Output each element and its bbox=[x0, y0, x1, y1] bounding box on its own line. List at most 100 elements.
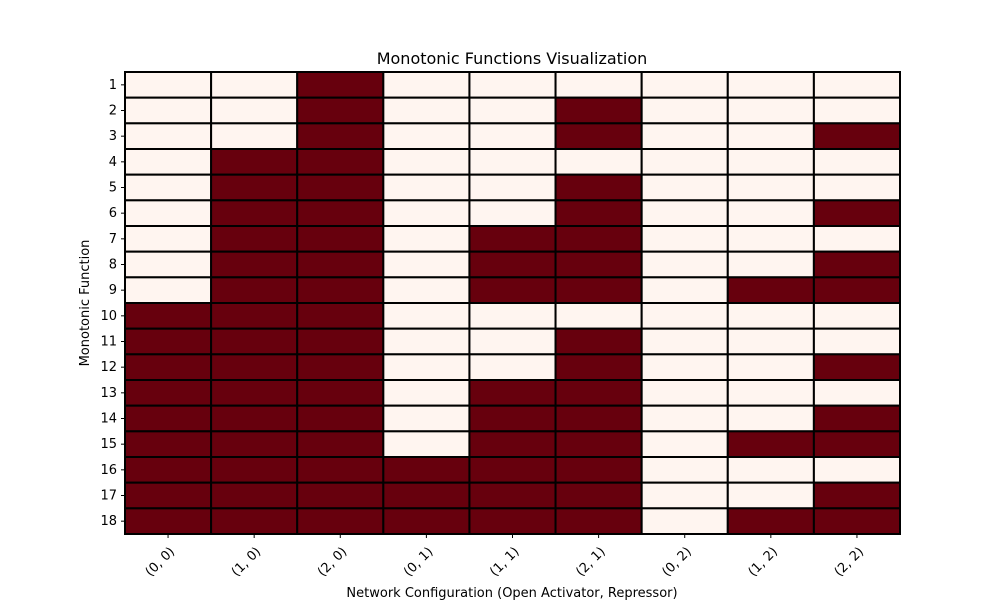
heatmap-cell bbox=[296, 96, 385, 125]
y-tick-label: 1 bbox=[109, 78, 117, 93]
heatmap-cell bbox=[640, 456, 729, 484]
heatmap-cell bbox=[812, 173, 902, 202]
heatmap-cell bbox=[296, 327, 385, 356]
heatmap-cell bbox=[382, 430, 471, 459]
heatmap-cell bbox=[640, 250, 729, 279]
y-tick-label: 16 bbox=[100, 463, 117, 478]
heatmap-cell bbox=[812, 327, 902, 356]
heatmap-cell bbox=[554, 250, 643, 279]
heatmap-cell bbox=[124, 507, 213, 536]
heatmap-cell bbox=[382, 456, 471, 484]
heatmap-cell bbox=[124, 96, 213, 125]
heatmap-cell bbox=[812, 507, 902, 536]
heatmap-cell bbox=[726, 481, 815, 510]
heatmap-cell bbox=[124, 250, 213, 279]
heatmap-cell bbox=[812, 199, 902, 227]
y-tick-label: 15 bbox=[100, 437, 117, 452]
heatmap-cell bbox=[726, 302, 815, 330]
heatmap-cell bbox=[382, 122, 471, 151]
heatmap-cell bbox=[554, 327, 643, 356]
heatmap-cell bbox=[210, 122, 299, 151]
heatmap-cell bbox=[124, 71, 213, 99]
y-tick-label: 6 bbox=[109, 206, 117, 221]
heatmap-cell bbox=[124, 199, 213, 227]
heatmap-cell bbox=[296, 276, 385, 305]
heatmap-cell bbox=[812, 353, 902, 382]
x-tick-label: (1, 0) bbox=[229, 544, 264, 579]
heatmap-cell bbox=[382, 71, 471, 99]
heatmap-cell bbox=[468, 507, 557, 536]
heatmap-cell bbox=[210, 404, 299, 433]
heatmap-cell bbox=[382, 250, 471, 279]
heatmap-cell bbox=[468, 225, 557, 253]
heatmap-cell bbox=[296, 122, 385, 151]
y-axis-label: Monotonic Function bbox=[78, 240, 93, 367]
heatmap-cell bbox=[726, 379, 815, 407]
heatmap-cell bbox=[468, 122, 557, 151]
heatmap-cell bbox=[468, 404, 557, 433]
heatmap-cell bbox=[812, 225, 902, 253]
x-tick-label: (2, 2) bbox=[832, 544, 867, 579]
heatmap-cell bbox=[296, 404, 385, 433]
heatmap-cell bbox=[812, 148, 902, 176]
y-tick-label: 12 bbox=[100, 360, 117, 375]
heatmap-cell bbox=[640, 507, 729, 536]
heatmap-cell bbox=[468, 353, 557, 382]
heatmap-cell bbox=[210, 507, 299, 536]
x-tick-label: (2, 0) bbox=[315, 544, 350, 579]
heatmap-cell bbox=[210, 225, 299, 253]
y-tick-label: 10 bbox=[100, 309, 117, 324]
heatmap-cell bbox=[124, 122, 213, 151]
y-tick-label: 3 bbox=[109, 129, 117, 144]
heatmap-cell bbox=[382, 379, 471, 407]
heatmap-cell bbox=[210, 71, 299, 99]
heatmap-cell bbox=[468, 481, 557, 510]
heatmap-cell bbox=[812, 276, 902, 305]
heatmap-cell bbox=[554, 507, 643, 536]
heatmap-cell bbox=[640, 302, 729, 330]
x-tick-label: (0, 2) bbox=[659, 544, 694, 579]
heatmap-cell bbox=[296, 481, 385, 510]
heatmap-cell bbox=[554, 353, 643, 382]
heatmap-cell bbox=[468, 250, 557, 279]
heatmap-cell bbox=[382, 302, 471, 330]
heatmap-cell bbox=[210, 96, 299, 125]
x-axis-label: Network Configuration (Open Activator, R… bbox=[346, 586, 677, 600]
heatmap-cell bbox=[554, 122, 643, 151]
heatmap-cell bbox=[124, 225, 213, 253]
heatmap-cell bbox=[210, 276, 299, 305]
heatmap-cell bbox=[382, 481, 471, 510]
y-tick-label: 2 bbox=[109, 104, 117, 119]
heatmap-cell bbox=[124, 404, 213, 433]
heatmap-cell bbox=[554, 481, 643, 510]
heatmap-cell bbox=[124, 430, 213, 459]
heatmap-cell bbox=[296, 353, 385, 382]
heatmap-cell bbox=[640, 353, 729, 382]
heatmap-cell bbox=[124, 481, 213, 510]
heatmap-cell bbox=[554, 71, 643, 99]
heatmap-cell bbox=[812, 96, 902, 125]
y-tick-label: 9 bbox=[109, 283, 117, 298]
heatmap-cell bbox=[210, 481, 299, 510]
heatmap-cell bbox=[210, 456, 299, 484]
heatmap-cell bbox=[640, 122, 729, 151]
heatmap-cell bbox=[382, 225, 471, 253]
x-tick-label: (1, 1) bbox=[487, 544, 522, 579]
heatmap-cell bbox=[468, 302, 557, 330]
heatmap-cell bbox=[640, 481, 729, 510]
heatmap-cell bbox=[726, 225, 815, 253]
heatmap-cell bbox=[382, 404, 471, 433]
heatmap-cell bbox=[726, 71, 815, 99]
heatmap-cell bbox=[554, 404, 643, 433]
x-tick-label: (2, 1) bbox=[573, 544, 608, 579]
heatmap-cell bbox=[468, 276, 557, 305]
heatmap-cell bbox=[210, 199, 299, 227]
heatmap-cell bbox=[296, 430, 385, 459]
heatmap-cell bbox=[382, 276, 471, 305]
heatmap-cell bbox=[812, 250, 902, 279]
heatmap-cell bbox=[382, 353, 471, 382]
heatmap-cell bbox=[640, 148, 729, 176]
chart-title: Monotonic Functions Visualization bbox=[377, 49, 648, 68]
heatmap-cell bbox=[296, 250, 385, 279]
